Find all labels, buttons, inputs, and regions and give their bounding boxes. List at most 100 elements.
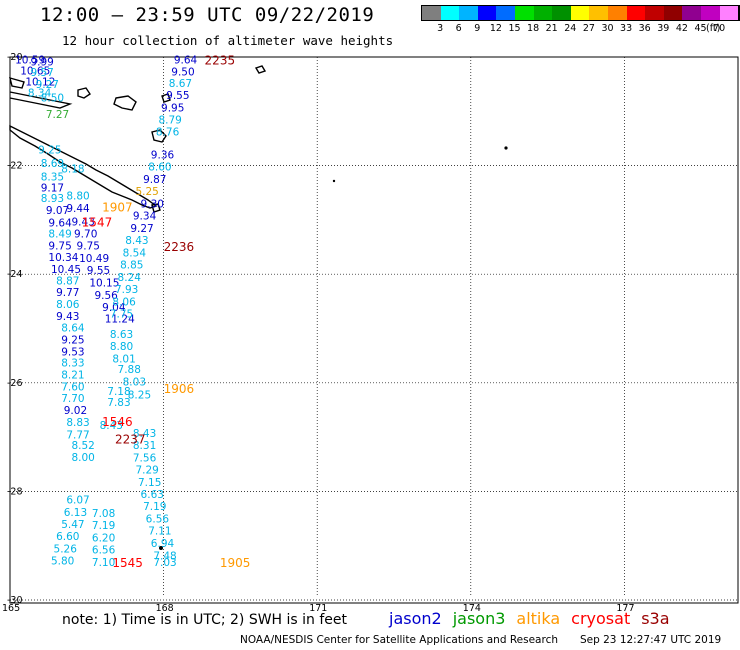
wave-height-value: 9.95	[161, 102, 184, 114]
legend-swatch	[496, 6, 515, 20]
legend-labels: 3 6 9 12 15 18 21 24 27 30 33 36 39 42 45 70	[421, 21, 740, 35]
wave-height-value: 7.75	[110, 308, 133, 320]
units-note: note: 1) Time is in UTC; 2) SWH is in fe…	[62, 612, 348, 628]
wave-height-value: 7.10	[92, 557, 115, 569]
wave-height-value: 5.26	[54, 543, 78, 555]
wave-height-value: 8.31	[133, 440, 156, 452]
wave-height-value: 11.24	[105, 314, 135, 326]
wave-height-value: 9.25	[61, 334, 84, 346]
latitude-label: -30	[7, 595, 23, 606]
wave-height-value: 9.77	[56, 287, 79, 299]
pass-time-label: 2235	[205, 54, 236, 68]
legend-label: 33	[620, 23, 633, 34]
legend-label: 30	[601, 23, 614, 34]
new-caledonia-mainland	[9, 124, 158, 209]
islet	[159, 546, 163, 550]
wave-height-value: 7.27	[46, 109, 69, 121]
wave-height-value: 6.94	[151, 538, 175, 550]
wave-height-value: 7.70	[61, 393, 84, 405]
wave-height-value: 9.04	[102, 302, 126, 314]
wave-height-labels: 10.599.9910.659.5710.129.278.348.507.279…	[15, 55, 197, 569]
legend-swatch	[533, 6, 553, 20]
legend-swatch	[440, 6, 460, 20]
pass-time-label: 1906	[164, 382, 195, 396]
wave-height-value: 8.01	[112, 353, 135, 365]
legend-label: 39	[657, 23, 670, 34]
legend-label: 45	[694, 23, 707, 34]
legend-swatch	[589, 6, 608, 20]
wave-height-value: 8.50	[41, 93, 64, 105]
legend-label: 70	[713, 23, 726, 34]
wave-height-value: 9.17	[41, 182, 64, 194]
legend-label: 9	[474, 23, 481, 34]
legend-swatch	[738, 6, 740, 20]
legend-label: 42	[675, 23, 688, 34]
wave-height-value: 8.34	[28, 87, 52, 99]
longitude-label: 168	[156, 603, 174, 614]
wave-height-value: 7.08	[92, 508, 115, 520]
legend-label: 15	[508, 23, 521, 34]
wave-height-value: 9.87	[143, 174, 166, 186]
wave-height-value: 9.30	[141, 199, 164, 211]
legend-swatch	[682, 6, 701, 20]
color-legend: 3 6 9 12 15 18 21 24 27 30 33 36 39 42 45 70 (ft)	[421, 5, 740, 35]
wave-height-value: 10.12	[25, 76, 55, 88]
latitude-label: -26	[7, 378, 23, 389]
wave-height-value: 9.55	[87, 265, 110, 277]
wave-height-value: 8.18	[61, 163, 84, 175]
pass-time-label: 2236	[164, 240, 195, 254]
wave-height-value: 7.19	[143, 501, 166, 513]
pass-time-label: 1545	[112, 556, 143, 570]
legend-swatch	[645, 6, 664, 20]
wave-height-value: 5.25	[135, 186, 158, 198]
wave-height-value: 8.00	[71, 452, 94, 464]
pass-time-labels: 2235 1907 1547 2236 1906 1546 2237 1545 1905	[82, 54, 251, 570]
wave-height-value: 8.03	[123, 377, 146, 389]
latitude-label: -20	[7, 52, 23, 63]
wave-height-value: 8.60	[148, 162, 171, 174]
wave-height-value: 9.64	[48, 218, 72, 230]
legend-unit: (ft)	[706, 23, 721, 34]
longitude-label: 177	[616, 603, 634, 614]
generation-timestamp: Sep 23 12:27:47 UTC 2019	[580, 634, 722, 646]
wave-height-value: 8.67	[169, 78, 192, 90]
wave-height-value: 6.63	[141, 489, 164, 501]
loyalty-island-ouvea	[77, 87, 91, 99]
wave-height-value: 8.76	[156, 126, 180, 138]
wave-height-value: 8.43	[100, 420, 123, 432]
legend-swatch	[422, 6, 441, 20]
map-title: 12:00 – 23:59 UTC 09/22/2019	[40, 4, 375, 26]
wave-height-value: 7.29	[135, 465, 158, 477]
wave-height-value: 9.70	[74, 228, 97, 240]
northern-reef	[9, 91, 73, 109]
wave-height-value: 9.57	[30, 67, 53, 79]
pass-time-label: 1907	[102, 200, 133, 214]
wave-height-value: 8.87	[56, 276, 79, 288]
satellite-jason3: jason3	[452, 609, 506, 628]
wave-height-value: 9.25	[38, 144, 61, 156]
wave-height-value: 8.21	[61, 370, 84, 382]
wave-height-value: 10.49	[79, 253, 109, 265]
wave-height-value: 8.35	[41, 171, 64, 183]
longitude-label: 165	[2, 603, 20, 614]
wave-height-value: 10.34	[48, 252, 78, 264]
legend-label: 27	[582, 23, 595, 34]
wave-height-value: 6.56	[146, 514, 170, 526]
wave-height-value: 9.36	[151, 150, 175, 162]
wave-height-value: 8.80	[110, 341, 133, 353]
credit-line: NOAA/NESDIS Center for Satellite Applica…	[240, 634, 558, 646]
wave-height-value: 10.65	[20, 66, 50, 78]
legend-label: 12	[489, 23, 502, 34]
latitude-label: -22	[7, 161, 23, 172]
wave-height-value: 9.53	[61, 346, 84, 358]
walpole-island	[161, 93, 171, 103]
legend-label: 18	[527, 23, 540, 34]
wave-height-value: 8.49	[48, 228, 71, 240]
isle-of-pines	[151, 203, 161, 213]
legend-swatch	[552, 6, 571, 20]
legend-swatch	[626, 6, 646, 20]
wave-height-value: 5.47	[61, 519, 84, 531]
wave-height-value: 8.24	[118, 272, 142, 284]
wave-height-value: 9.34	[133, 211, 157, 223]
wave-height-value: 10.45	[51, 264, 81, 276]
